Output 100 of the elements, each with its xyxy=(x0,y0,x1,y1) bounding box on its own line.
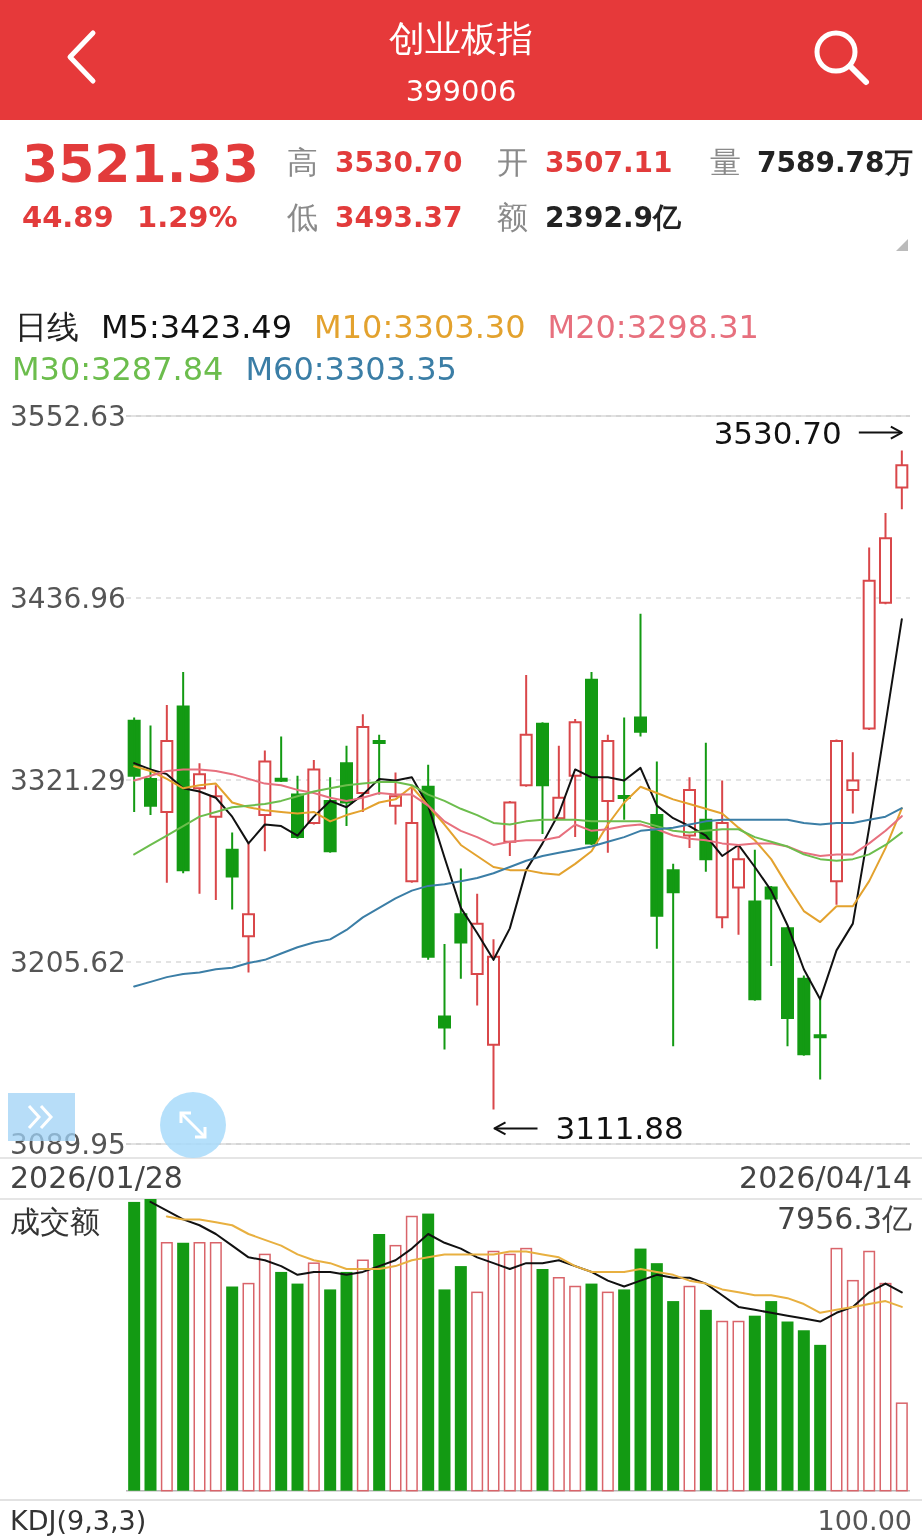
candlestick xyxy=(846,751,860,815)
text: 3493.37 xyxy=(335,201,463,234)
bar xyxy=(209,1242,222,1492)
bar xyxy=(895,1402,908,1492)
y-tick-label: 3436.96 xyxy=(10,582,126,615)
candlestick xyxy=(127,716,141,813)
bar xyxy=(814,1344,827,1491)
candlestick xyxy=(503,799,517,857)
candlestick xyxy=(536,721,549,835)
bar xyxy=(765,1301,778,1491)
candlestick xyxy=(879,511,892,606)
text: 3507.11 xyxy=(545,146,673,179)
bar xyxy=(405,1215,418,1492)
annotation: 3111.88 xyxy=(555,1110,684,1147)
candlestick xyxy=(715,779,729,930)
bar xyxy=(634,1248,647,1491)
annotation: 3530.70 xyxy=(713,414,842,451)
bar xyxy=(552,1277,565,1492)
bar xyxy=(307,1262,320,1492)
bar xyxy=(569,1285,582,1492)
candlestick xyxy=(405,785,419,884)
bar xyxy=(324,1289,337,1491)
text: M5:3423.49 xyxy=(101,308,293,346)
text: 7589.78万 xyxy=(757,146,913,179)
candlestick xyxy=(160,703,174,884)
candlestick xyxy=(781,925,794,1048)
candlestick xyxy=(193,762,206,895)
candlestick xyxy=(813,998,827,1081)
y-tick-label: 3321.29 xyxy=(10,764,126,797)
bar xyxy=(258,1253,271,1492)
candlestick xyxy=(568,718,582,839)
text: M10:3303.30 xyxy=(314,308,526,346)
bar xyxy=(144,1199,157,1491)
annotation: 7956.3亿 xyxy=(777,1201,912,1236)
y-tick-label: 3552.63 xyxy=(10,400,126,433)
text: 44.89 xyxy=(22,200,114,234)
text: 2026/04/14 xyxy=(739,1160,912,1195)
candlestick xyxy=(617,716,631,821)
candlestick xyxy=(601,733,615,854)
candlestick xyxy=(748,848,762,1002)
bar xyxy=(585,1283,598,1491)
bar xyxy=(618,1289,631,1491)
candlestick xyxy=(666,862,680,1048)
candlestick xyxy=(797,974,811,1057)
y-tick-label: 3089.95 xyxy=(10,1128,126,1161)
text: 2392.9亿 xyxy=(545,201,683,234)
bar xyxy=(242,1282,255,1492)
text: 3530.70 xyxy=(335,146,463,179)
line-series xyxy=(133,768,903,857)
bar xyxy=(879,1282,892,1492)
candlestick xyxy=(144,724,157,817)
candlestick xyxy=(372,733,386,796)
bar xyxy=(748,1315,761,1491)
text: 3521.33 xyxy=(22,134,259,194)
text: 创业板指 xyxy=(389,18,533,59)
text: 1.29% xyxy=(137,200,238,234)
bar xyxy=(275,1271,288,1491)
bar xyxy=(471,1291,484,1492)
bar xyxy=(667,1301,680,1491)
text: M30:3287.84 xyxy=(12,350,224,388)
bar xyxy=(193,1242,206,1492)
legend-title: 日线 xyxy=(15,308,79,346)
bar xyxy=(716,1320,729,1492)
line-series xyxy=(133,618,903,1001)
text: 低 xyxy=(287,199,318,235)
candlestick xyxy=(454,867,468,980)
candlestick xyxy=(519,674,533,788)
candlestick xyxy=(176,670,190,875)
text: M60:3303.35 xyxy=(245,350,457,388)
chart-title: 成交额 xyxy=(10,1204,100,1239)
bar xyxy=(863,1250,876,1492)
bar xyxy=(373,1234,386,1491)
candlestick xyxy=(895,449,909,511)
candlestick xyxy=(650,760,664,950)
candlestick xyxy=(470,892,484,1007)
bar xyxy=(601,1291,614,1492)
text: M20:3298.31 xyxy=(547,308,759,346)
bar xyxy=(520,1247,533,1492)
candlestick xyxy=(225,831,239,911)
bar xyxy=(160,1242,173,1492)
candlestick xyxy=(438,943,451,1051)
candlestick xyxy=(764,884,778,968)
bar xyxy=(846,1279,859,1492)
text: 2026/01/28 xyxy=(10,1160,183,1195)
bar xyxy=(291,1283,304,1491)
bar xyxy=(797,1330,810,1491)
candlestick xyxy=(862,546,876,732)
text: 量 xyxy=(710,144,741,180)
y-tick-label: 3205.62 xyxy=(10,946,126,979)
candlestick xyxy=(274,735,288,784)
text: 399006 xyxy=(405,74,517,108)
text: 高 xyxy=(287,144,318,180)
candlestick xyxy=(487,938,500,1111)
candlestick xyxy=(830,738,843,906)
line-series xyxy=(133,781,903,862)
line-series xyxy=(133,765,903,924)
candlestick xyxy=(356,713,370,813)
bar xyxy=(683,1285,696,1492)
bar xyxy=(177,1242,190,1491)
bar xyxy=(128,1201,141,1491)
